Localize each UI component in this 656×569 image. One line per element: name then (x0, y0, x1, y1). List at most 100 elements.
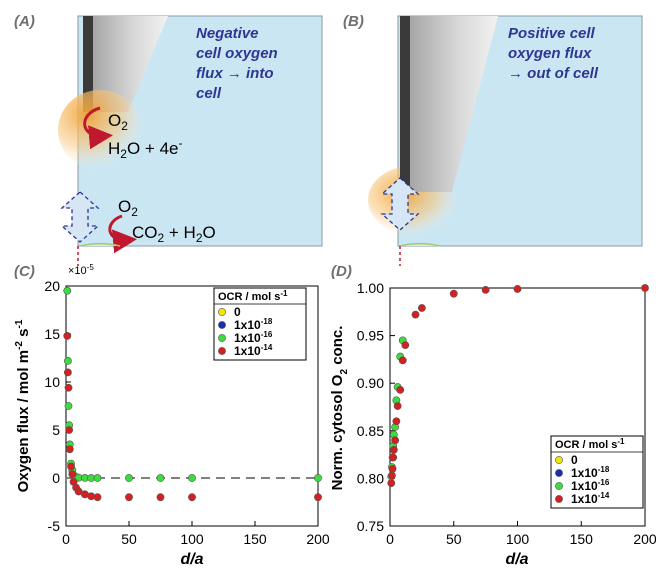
legend-marker (218, 321, 226, 329)
panel-b-cell (399, 242, 441, 247)
x-tick-label: 0 (62, 531, 70, 547)
tip-reaction-products: H2O + 4e- (108, 136, 182, 161)
data-point (314, 493, 322, 502)
panel-b-label: (B) (343, 13, 364, 30)
data-point (398, 356, 407, 365)
y-tick-label: -5 (48, 518, 61, 534)
legend-title: OCR / mol s-1 (218, 289, 288, 303)
legend-marker (218, 308, 226, 316)
data-point (641, 284, 649, 292)
x-tick-label: 0 (386, 531, 394, 547)
data-point (393, 402, 402, 410)
legend-marker (555, 456, 563, 464)
panel-b-flux-arrow (380, 177, 420, 231)
data-point (87, 492, 96, 501)
data-point (74, 487, 83, 496)
data-point (411, 310, 420, 319)
data-point (388, 471, 396, 480)
legend-box (213, 287, 307, 361)
data-point (188, 493, 196, 502)
panel-b-probe-tip (400, 16, 498, 192)
data-point (63, 332, 72, 340)
panel-d-label: (D) (331, 263, 352, 280)
panel-c-y-exponent: ×10-5 (68, 263, 94, 277)
panel-d-x-axis-label: d/a (505, 551, 528, 568)
y-tick-label: 0.75 (357, 518, 384, 534)
y-tick-label: 10 (44, 374, 60, 390)
legend-box (550, 435, 644, 509)
y-tick-label: 0.95 (357, 328, 384, 344)
x-tick-label: 150 (243, 531, 267, 547)
data-point (513, 285, 522, 293)
data-point (65, 426, 74, 434)
panel-b-annotation: Positive cell oxygen flux → out of cell (508, 25, 599, 82)
panel-a-schematic: (A) Negative cell oxygen flux → into cel… (14, 13, 323, 266)
legend-marker (218, 347, 226, 355)
x-tick-label: 100 (506, 531, 530, 547)
panel-d-points (387, 284, 649, 488)
x-tick-label: 100 (180, 531, 204, 547)
data-point (389, 445, 398, 454)
panel-a-probe-tip (83, 16, 168, 112)
panel-a-tip-glow (58, 90, 142, 170)
data-point (64, 383, 73, 392)
data-point (93, 474, 102, 482)
data-point (391, 436, 399, 445)
data-point (389, 453, 398, 462)
x-tick-label: 50 (121, 531, 137, 547)
panel-a-flux-arrow (60, 191, 100, 243)
panel-a-label: (A) (14, 13, 35, 30)
data-point (64, 402, 73, 410)
y-tick-label: 0.85 (357, 423, 384, 439)
legend-entry: 0 (571, 453, 578, 467)
panel-c-label: (C) (14, 263, 35, 280)
data-point (388, 464, 397, 473)
legend-marker (555, 469, 563, 477)
y-tick-label: 0.90 (357, 375, 384, 391)
data-point (65, 445, 74, 454)
data-point (93, 493, 102, 502)
data-point (67, 462, 75, 471)
data-point (156, 474, 165, 482)
panel-d-chart: (D) 0 50 100 150 200 0.75 0.80 0.85 0.90 0.95 1.00… (329, 263, 656, 568)
y-tick-label: 20 (44, 278, 60, 294)
cell-reaction-arrow (108, 214, 137, 254)
legend-marker (555, 495, 563, 503)
data-point (417, 304, 426, 312)
legend-entry: 0 (234, 305, 241, 319)
y-tick-label: 5 (52, 422, 60, 438)
y-tick-label: 0 (52, 470, 60, 486)
tip-reaction-arrow (83, 106, 113, 150)
panel-a-cell (79, 242, 121, 247)
data-point (481, 286, 490, 294)
data-point (314, 474, 322, 482)
data-point (125, 493, 133, 502)
data-point (387, 479, 396, 488)
x-tick-label: 150 (570, 531, 594, 547)
panel-b-schematic: (B) Positive cell oxygen flux → out of c… (343, 13, 643, 266)
data-point (449, 289, 458, 298)
y-tick-label: 0.80 (357, 470, 384, 486)
data-point (63, 286, 72, 295)
x-tick-label: 50 (446, 531, 462, 547)
data-point (401, 341, 410, 350)
panel-c-points (63, 286, 322, 502)
legend-marker (218, 334, 226, 342)
cell-reaction-products: CO2 + H2O (132, 223, 216, 245)
panel-c-y-axis-label: Oxygen flux / mol m-2 s-1 (14, 319, 32, 492)
y-tick-label: 15 (44, 326, 60, 342)
panel-a-annotation: Negative cell oxygen flux → into cell (196, 25, 282, 102)
panel-c-x-axis-label: d/a (180, 551, 203, 568)
x-tick-label: 200 (306, 531, 330, 547)
y-tick-label: 1.00 (357, 280, 384, 296)
data-point (68, 470, 77, 479)
data-point (396, 385, 405, 394)
legend-marker (555, 482, 563, 490)
data-point (63, 356, 72, 365)
data-point (63, 368, 72, 377)
data-point (156, 493, 165, 502)
